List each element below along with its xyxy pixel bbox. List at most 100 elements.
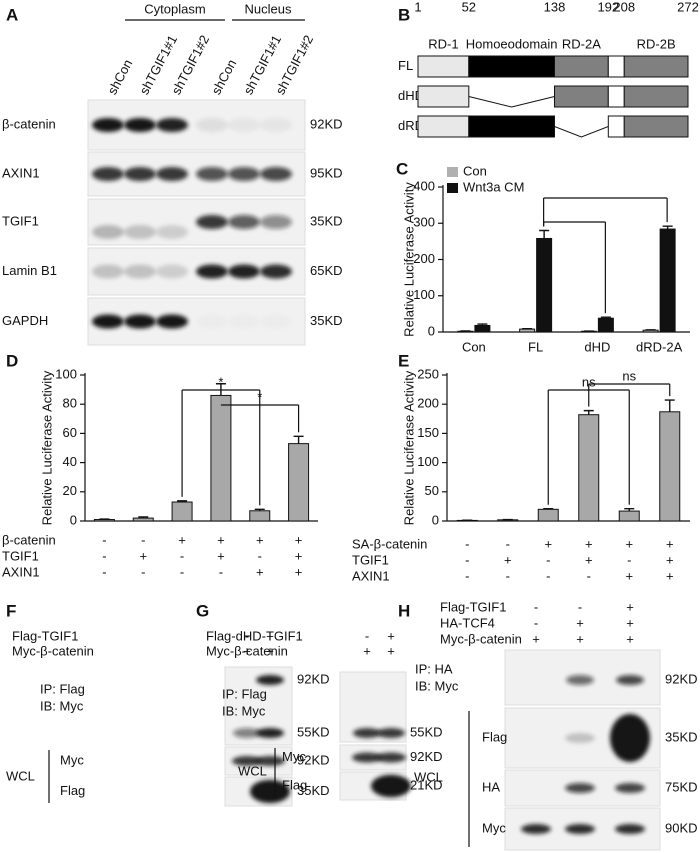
antibody-label: Myc bbox=[282, 749, 306, 764]
bar bbox=[659, 228, 676, 333]
condition-sign: - bbox=[506, 536, 510, 551]
bar bbox=[288, 443, 310, 522]
condition-sign: - bbox=[587, 568, 591, 583]
bar bbox=[171, 501, 193, 522]
condition-sign: - bbox=[506, 568, 510, 583]
domain-label: RD-1 bbox=[428, 36, 458, 51]
y-tick-label: 100 bbox=[413, 287, 435, 302]
domain-segment bbox=[623, 115, 689, 138]
residue-number: 208 bbox=[613, 0, 635, 14]
treatment-label: Flag-dHD-TGIF1 bbox=[206, 628, 303, 643]
condition-sign: + bbox=[217, 548, 225, 563]
lane-label: shCon bbox=[208, 57, 239, 97]
band bbox=[233, 728, 261, 738]
residue-number: 52 bbox=[462, 0, 476, 14]
ip-label: IB: Myc bbox=[40, 698, 84, 713]
band bbox=[156, 167, 188, 181]
band bbox=[260, 215, 292, 229]
bar bbox=[474, 324, 491, 333]
band bbox=[566, 675, 594, 685]
size-marker: 35KD bbox=[310, 213, 343, 228]
band bbox=[196, 118, 228, 132]
band bbox=[256, 675, 284, 685]
bar bbox=[537, 508, 559, 522]
treatment-sign: + bbox=[387, 643, 395, 658]
band bbox=[255, 756, 285, 766]
x-tick-label: dHD bbox=[584, 339, 610, 354]
condition-sign: + bbox=[585, 552, 593, 567]
band bbox=[260, 264, 292, 279]
treatment-sign: + bbox=[387, 628, 395, 643]
panel-letter: H bbox=[398, 601, 410, 620]
y-tick-label: 0 bbox=[432, 512, 439, 527]
condition-sign: + bbox=[217, 532, 225, 547]
size-marker: 92KD bbox=[410, 749, 443, 764]
condition-sign: + bbox=[256, 564, 264, 579]
band bbox=[124, 225, 156, 239]
treatment-label: Flag-TGIF1 bbox=[440, 599, 506, 614]
band bbox=[377, 728, 405, 738]
condition-sign: + bbox=[625, 536, 633, 551]
treatment-sign: + bbox=[626, 631, 634, 646]
group-label: Nucleus bbox=[245, 1, 292, 16]
condition-label: TGIF1 bbox=[352, 552, 389, 567]
band bbox=[615, 824, 645, 834]
domain-label: RD-2A bbox=[562, 36, 601, 51]
treatment-sign: - bbox=[534, 615, 538, 630]
condition-sign: - bbox=[180, 548, 184, 563]
band bbox=[124, 167, 156, 181]
condition-sign: - bbox=[465, 536, 469, 551]
ip-label: IB: Myc bbox=[415, 678, 459, 693]
x-tick-label: Con bbox=[462, 339, 486, 354]
treatment-sign: - bbox=[578, 599, 582, 614]
size-marker: 35KD bbox=[297, 783, 330, 798]
significance-label: * bbox=[218, 374, 223, 389]
y-tick-label: 20 bbox=[63, 483, 77, 498]
domain-segment bbox=[468, 55, 555, 78]
treatment-sign: - bbox=[365, 628, 369, 643]
condition-sign: + bbox=[666, 536, 674, 551]
treatment-sign: - bbox=[534, 599, 538, 614]
y-tick-label: 60 bbox=[63, 425, 77, 440]
band bbox=[352, 752, 382, 763]
error-bar bbox=[254, 508, 265, 511]
domain-segment bbox=[468, 115, 555, 138]
y-tick-label: 0 bbox=[70, 512, 77, 527]
domain-label: RD-2B bbox=[637, 36, 676, 51]
domain-segment bbox=[607, 55, 625, 78]
lane-label: shCon bbox=[104, 57, 135, 97]
size-marker: 92KD bbox=[297, 671, 330, 686]
treatment-label: Myc-β-catenin bbox=[12, 643, 94, 658]
condition-sign: + bbox=[295, 564, 303, 579]
condition-sign: - bbox=[546, 568, 550, 583]
treatment-sign: + bbox=[576, 631, 584, 646]
x-tick-label: dRD-2A bbox=[636, 339, 683, 354]
domain-segment bbox=[417, 55, 470, 78]
error-bar bbox=[477, 323, 488, 326]
antibody-label: HA bbox=[482, 779, 500, 794]
size-marker: 92KD bbox=[297, 752, 330, 767]
y-tick-label: 80 bbox=[63, 396, 77, 411]
band bbox=[156, 118, 188, 132]
treatment-sign: + bbox=[626, 599, 634, 614]
domain-segment bbox=[623, 85, 689, 108]
band bbox=[156, 314, 188, 329]
condition-sign: + bbox=[139, 548, 147, 563]
condition-sign: - bbox=[627, 552, 631, 567]
domain-segment bbox=[607, 115, 625, 138]
panel-letter: G bbox=[196, 601, 209, 620]
size-marker: 95KD bbox=[310, 165, 343, 180]
legend-swatch bbox=[447, 183, 458, 193]
significance-label: ns bbox=[582, 374, 596, 389]
treatment-sign: + bbox=[363, 643, 371, 658]
panel-letter: E bbox=[398, 351, 409, 370]
band bbox=[228, 167, 260, 181]
treatment-label: Myc-β-catenin bbox=[206, 643, 288, 658]
domain-segment bbox=[553, 85, 609, 108]
condition-sign: - bbox=[102, 532, 106, 547]
condition-sign: + bbox=[295, 548, 303, 563]
band bbox=[260, 118, 292, 132]
condition-sign: + bbox=[178, 532, 186, 547]
